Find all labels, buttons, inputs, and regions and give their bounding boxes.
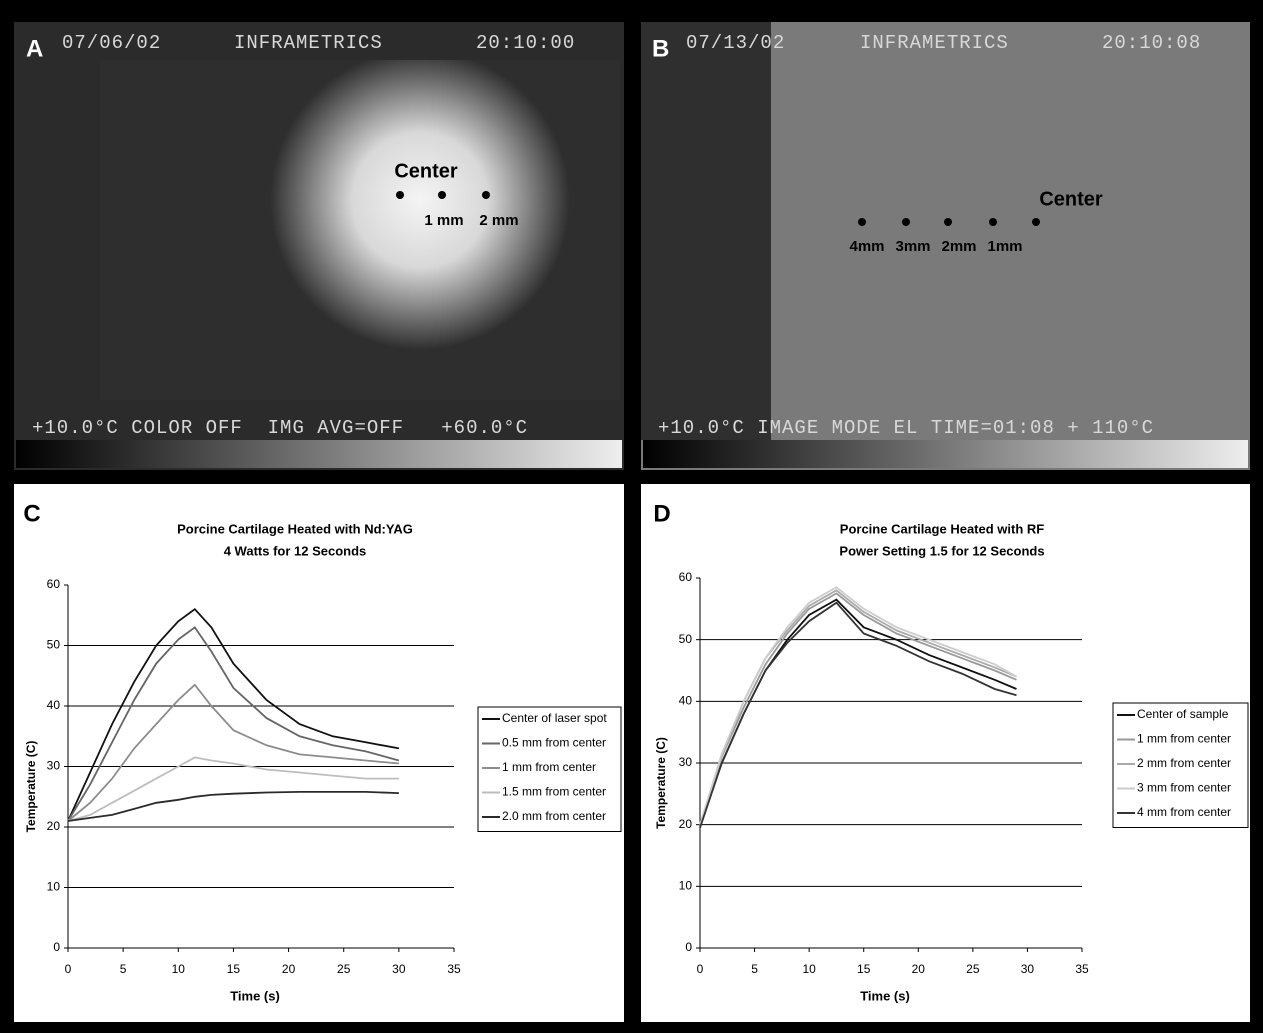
legend-label: Center of laser spot xyxy=(502,711,607,725)
x-tick-label: 20 xyxy=(912,962,926,976)
x-axis-label: Time (s) xyxy=(860,988,910,1003)
series-line xyxy=(67,607,400,822)
panel-letter: C xyxy=(23,500,40,527)
brand: INFRAMETRICS xyxy=(860,32,1009,54)
thermal-image-b: B 07/13/02 INFRAMETRICS 20:10:08 +10.0°C… xyxy=(641,22,1250,470)
thermal-image-a: A 07/06/02 INFRAMETRICS 20:10:00 +10.0°C… xyxy=(14,22,624,470)
y-tick-label: 30 xyxy=(47,759,61,773)
date: 07/06/02 xyxy=(62,32,161,54)
chart-title: Porcine Cartilage Heated with RF xyxy=(840,521,1044,536)
series-line xyxy=(699,586,1017,825)
legend-label: 1 mm from center xyxy=(1137,732,1231,746)
date: 07/13/02 xyxy=(686,32,785,54)
legend-label: 3 mm from center xyxy=(1137,781,1231,795)
y-tick-label: 30 xyxy=(679,755,693,769)
point-label: Center xyxy=(394,160,458,182)
point-label: 1 mm xyxy=(424,212,463,229)
series-line xyxy=(67,626,400,822)
time: 20:10:08 xyxy=(1102,32,1201,54)
panel-letter: A xyxy=(26,35,43,62)
dark-band xyxy=(641,22,771,440)
panel-letter: B xyxy=(652,35,669,62)
x-axis-label: Time (s) xyxy=(230,988,280,1003)
x-tick-label: 5 xyxy=(751,962,758,976)
legend-label: 4 mm from center xyxy=(1137,805,1231,819)
chart-subtitle: 4 Watts for 12 Seconds xyxy=(224,543,367,558)
point-label: 1mm xyxy=(987,238,1022,255)
point xyxy=(858,218,866,226)
point xyxy=(989,218,997,226)
legend-label: 1.5 mm from center xyxy=(502,785,606,799)
y-tick-label: 40 xyxy=(47,698,61,712)
y-tick-label: 60 xyxy=(679,570,693,584)
legend-label: 1 mm from center xyxy=(502,760,596,774)
point xyxy=(438,191,446,199)
legend-label: 0.5 mm from center xyxy=(502,736,606,750)
x-tick-label: 10 xyxy=(172,962,186,976)
series-line xyxy=(67,756,399,822)
x-tick-label: 0 xyxy=(697,962,704,976)
color-bar xyxy=(16,440,622,468)
legend-label: 2 mm from center xyxy=(1137,756,1231,770)
point xyxy=(1032,218,1040,226)
legend-label: Center of sample xyxy=(1137,707,1229,721)
x-tick-label: 20 xyxy=(282,962,296,976)
chart-title: Porcine Cartilage Heated with Nd:YAG xyxy=(177,521,413,536)
time: 20:10:00 xyxy=(476,32,575,54)
y-tick-label: 0 xyxy=(53,940,60,954)
x-tick-label: 10 xyxy=(802,962,816,976)
x-tick-label: 35 xyxy=(1075,962,1089,976)
y-tick-label: 10 xyxy=(47,880,61,894)
x-tick-label: 15 xyxy=(857,962,871,976)
panel-letter: D xyxy=(653,500,670,527)
y-tick-label: 10 xyxy=(679,879,693,893)
series-line xyxy=(699,601,1017,829)
x-tick-label: 5 xyxy=(120,962,127,976)
footer: +10.0°C COLOR OFF IMG AVG=OFF +60.0°C xyxy=(32,417,528,439)
point-label: 2mm xyxy=(941,238,976,255)
x-tick-label: 25 xyxy=(966,962,980,976)
x-tick-label: 25 xyxy=(337,962,351,976)
brand: INFRAMETRICS xyxy=(234,32,383,54)
footer: +10.0°C IMAGE MODE EL TIME=01:08 + 110°C xyxy=(658,417,1154,439)
y-tick-label: 40 xyxy=(679,694,693,708)
point-label: 2 mm xyxy=(479,212,518,229)
y-tick-label: 50 xyxy=(47,638,61,652)
point-label: 3mm xyxy=(895,238,930,255)
legend-box xyxy=(1112,702,1249,828)
series-line xyxy=(67,683,399,822)
legend-box xyxy=(477,706,622,832)
point xyxy=(944,218,952,226)
hot-spot xyxy=(100,60,620,400)
x-tick-label: 0 xyxy=(65,962,72,976)
color-bar xyxy=(643,440,1248,468)
x-tick-label: 15 xyxy=(227,962,241,976)
y-axis-label: Temperature (C) xyxy=(24,741,38,833)
series-line xyxy=(699,592,1017,825)
x-tick-label: 35 xyxy=(447,962,461,976)
y-tick-label: 50 xyxy=(679,632,693,646)
y-tick-label: 0 xyxy=(685,940,692,954)
chart-subtitle: Power Setting 1.5 for 12 Seconds xyxy=(839,543,1044,558)
series-line xyxy=(67,791,399,822)
y-tick-label: 20 xyxy=(47,819,61,833)
x-tick-label: 30 xyxy=(1021,962,1035,976)
point xyxy=(396,191,404,199)
y-tick-label: 20 xyxy=(679,817,693,831)
point-label: 4mm xyxy=(849,238,884,255)
point xyxy=(482,191,490,199)
y-tick-label: 60 xyxy=(47,577,61,591)
y-axis-label: Temperature (C) xyxy=(654,737,668,829)
x-tick-label: 30 xyxy=(392,962,406,976)
point-label: Center xyxy=(1039,188,1103,210)
legend-label: 2.0 mm from center xyxy=(502,809,606,823)
point xyxy=(902,218,910,226)
